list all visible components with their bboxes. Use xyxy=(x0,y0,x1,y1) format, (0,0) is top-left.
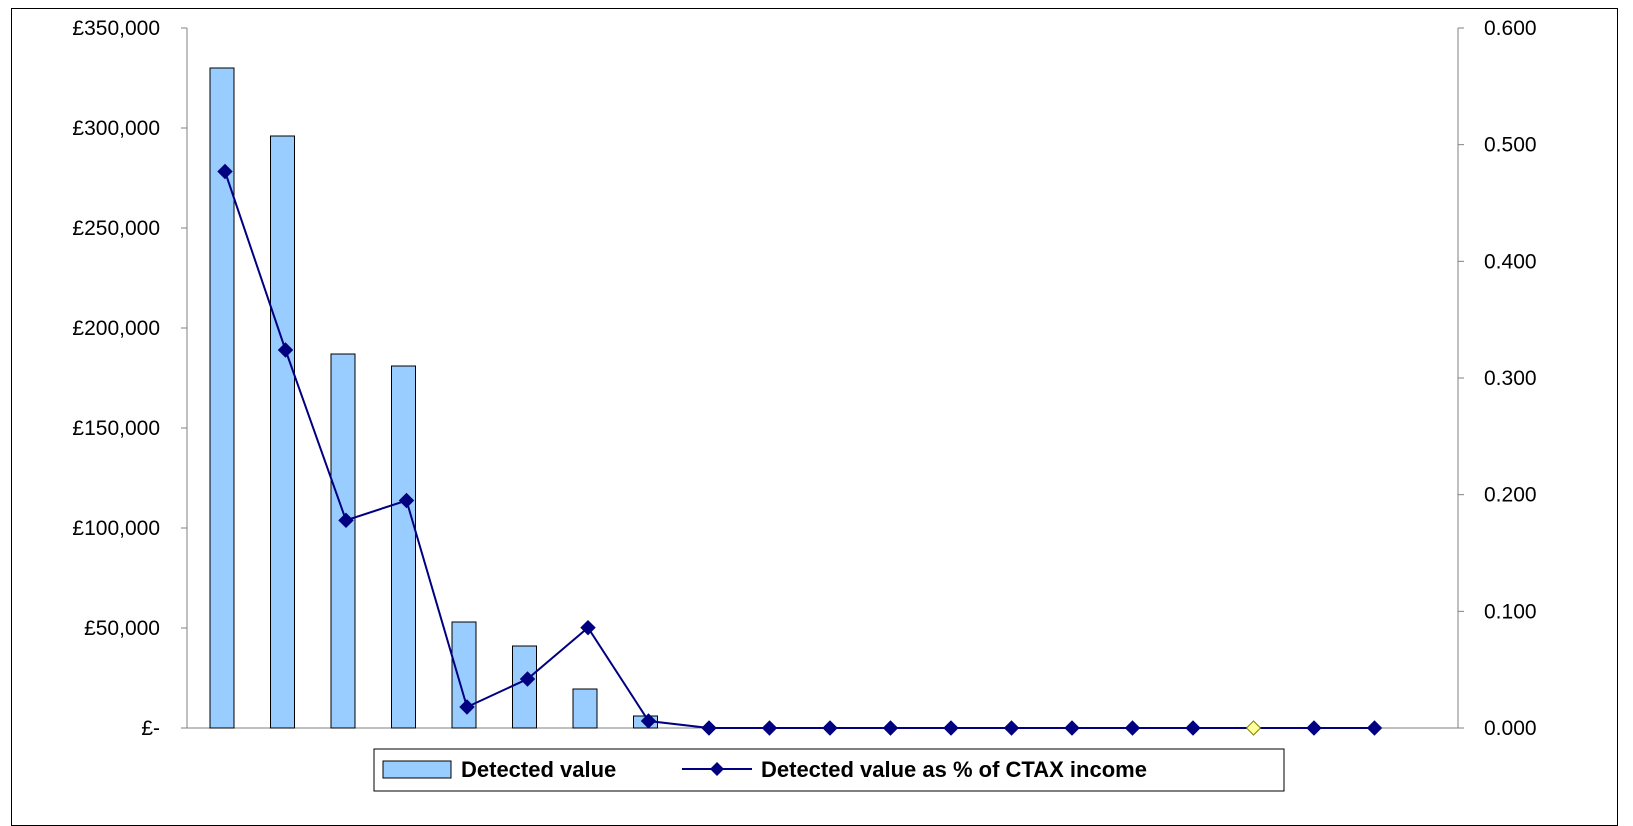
legend-box xyxy=(373,748,1285,792)
line-point xyxy=(398,492,415,509)
line-point xyxy=(1245,720,1262,736)
right-y-tick-label: 0.000 xyxy=(1484,717,1537,740)
right-y-tick-label: 0.600 xyxy=(1484,17,1537,40)
line-series xyxy=(224,171,1375,729)
line-point xyxy=(580,619,596,636)
left-y-tick-label: £350,000 xyxy=(72,17,160,40)
left-y-tick-label: £- xyxy=(141,717,160,740)
line-point xyxy=(519,671,536,687)
right-y-tick-label: 0.500 xyxy=(1484,134,1537,157)
bar xyxy=(270,135,295,729)
line-point xyxy=(822,720,838,736)
line-point xyxy=(1064,720,1080,736)
left-y-tick-label: £250,000 xyxy=(72,217,160,240)
right-y-tick-label: 0.200 xyxy=(1484,484,1537,507)
line-point xyxy=(1306,720,1322,736)
line-point xyxy=(459,699,475,715)
line-point xyxy=(640,713,657,729)
legend-diamond-marker xyxy=(710,762,724,776)
right-y-tick-label: 0.400 xyxy=(1484,250,1537,273)
line-point xyxy=(1185,720,1201,736)
legend-line-label: Detected value as % of CTAX income xyxy=(761,757,1147,782)
bar xyxy=(209,67,235,729)
bar xyxy=(572,688,598,729)
legend-bar-label: Detected value xyxy=(461,757,616,782)
left-y-tick-label: £200,000 xyxy=(72,317,160,340)
line-point xyxy=(338,512,354,529)
bar xyxy=(391,365,416,729)
left-y-tick-label: £100,000 xyxy=(72,517,160,540)
line-series-group xyxy=(217,163,1383,736)
left-y-tick-label: £50,000 xyxy=(84,617,160,640)
line-point xyxy=(761,720,778,736)
line-point xyxy=(1366,720,1383,736)
bar xyxy=(330,353,356,729)
bar xyxy=(512,645,537,729)
line-point xyxy=(701,720,717,736)
right-y-tick-label: 0.100 xyxy=(1484,600,1537,623)
left-y-tick-label: £300,000 xyxy=(72,117,160,140)
line-point xyxy=(882,720,899,736)
line-point xyxy=(1003,720,1020,736)
bar xyxy=(451,621,477,729)
right-y-tick-label: 0.300 xyxy=(1484,367,1537,390)
line-point xyxy=(217,163,233,180)
legend: Detected value Detected value as % of CT… xyxy=(373,748,1285,792)
left-y-tick-label: £150,000 xyxy=(72,417,160,440)
line-point xyxy=(1124,720,1141,736)
line-point xyxy=(943,720,959,736)
legend-bar-swatch xyxy=(382,760,452,779)
bars-group xyxy=(209,67,658,729)
line-point xyxy=(277,342,294,358)
